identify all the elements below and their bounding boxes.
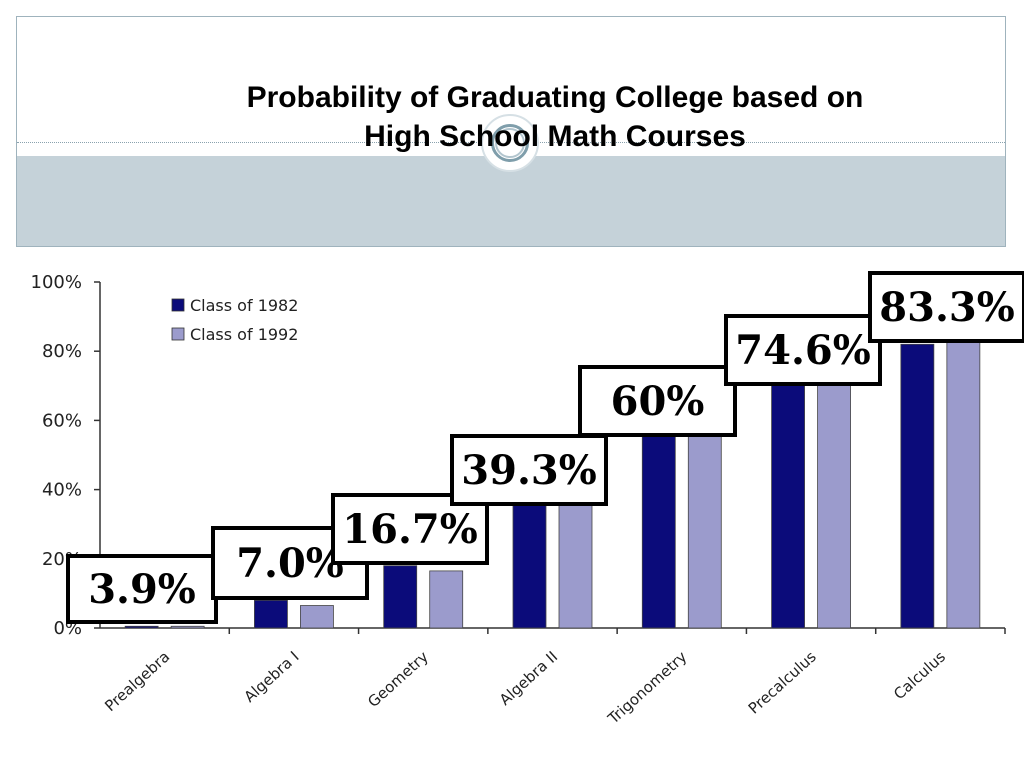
callout-label: 3.9% [88, 566, 196, 613]
legend-swatch [171, 327, 185, 341]
bar-1992-algebra-ii [558, 503, 593, 629]
callout-label: 83.3% [879, 284, 1014, 331]
slide-title: Probability of Graduating College based … [150, 78, 960, 156]
bar-1992-trigonometry [687, 433, 722, 629]
y-tick-label: 40% [42, 480, 82, 501]
x-category-label: Trigonometry [604, 648, 691, 729]
y-tick-label: 80% [42, 341, 82, 362]
slide-title-line-2: High School Math Courses [364, 120, 746, 153]
bar-1982-algebra-ii [512, 503, 547, 629]
callout-box [578, 365, 737, 437]
callout-box [66, 554, 218, 624]
legend-swatch [171, 298, 185, 312]
slide-title-line-1: Probability of Graduating College based … [246, 81, 864, 114]
callout-box [450, 434, 608, 506]
callout-label: 16.7% [342, 506, 477, 553]
bar-1992-algebra-i [300, 605, 334, 629]
bar-1982-geometry [383, 565, 418, 629]
circle-ornament [481, 114, 539, 172]
bar-1992-geometry [429, 570, 464, 629]
bar-1982-calculus [900, 343, 935, 629]
x-category-label: Calculus [890, 647, 949, 703]
x-category-label: Algebra I [241, 648, 303, 706]
y-tick-label: 100% [31, 272, 82, 293]
x-category-label: Precalculus [745, 647, 820, 717]
bar-1992-calculus [946, 340, 981, 629]
x-category-label: Geometry [364, 648, 432, 712]
legend-label: Class of 1982 [190, 296, 298, 315]
ornament-ring [491, 124, 529, 162]
x-category-label: Prealgebra [101, 648, 173, 715]
callout-label: 7.0% [236, 540, 344, 587]
bar-1992-prealgebra [170, 625, 205, 629]
y-tick-label: 60% [42, 410, 82, 431]
bar-1982-trigonometry [641, 433, 676, 629]
ornament-inner-ring [495, 128, 525, 158]
legend-label: Class of 1992 [190, 325, 298, 344]
callout-box [724, 314, 882, 386]
callout-label: 39.3% [461, 447, 596, 494]
x-category-label: Algebra II [496, 648, 561, 709]
bar-1982-prealgebra [124, 625, 159, 629]
callout-box [331, 493, 489, 565]
bar-1992-precalculus [817, 381, 851, 629]
callout-box [868, 271, 1024, 343]
callout-label: 60% [611, 378, 705, 425]
bar-1982-algebra-i [254, 599, 288, 629]
callout-label: 74.6% [735, 327, 870, 374]
bar-1982-precalculus [771, 381, 805, 629]
